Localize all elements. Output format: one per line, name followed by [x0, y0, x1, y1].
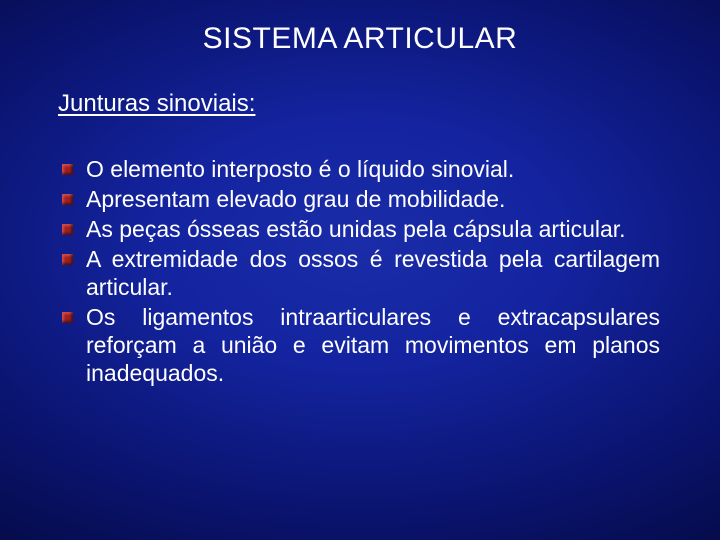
list-item: A extremidade dos ossos é revestida pela…	[58, 245, 660, 301]
list-item: Os ligamentos intraarticulares e extraca…	[58, 303, 660, 387]
list-item: Apresentam elevado grau de mobilidade.	[58, 185, 660, 213]
bullet-list: O elemento interposto é o líquido sinovi…	[58, 155, 660, 387]
slide: SISTEMA ARTICULAR Junturas sinoviais: O …	[0, 0, 720, 540]
slide-title: SISTEMA ARTICULAR	[0, 22, 720, 56]
list-item: O elemento interposto é o líquido sinovi…	[58, 155, 660, 183]
list-item: As peças ósseas estão unidas pela cápsul…	[58, 215, 660, 243]
slide-body: O elemento interposto é o líquido sinovi…	[58, 155, 660, 389]
slide-subheading: Junturas sinoviais:	[58, 90, 255, 118]
